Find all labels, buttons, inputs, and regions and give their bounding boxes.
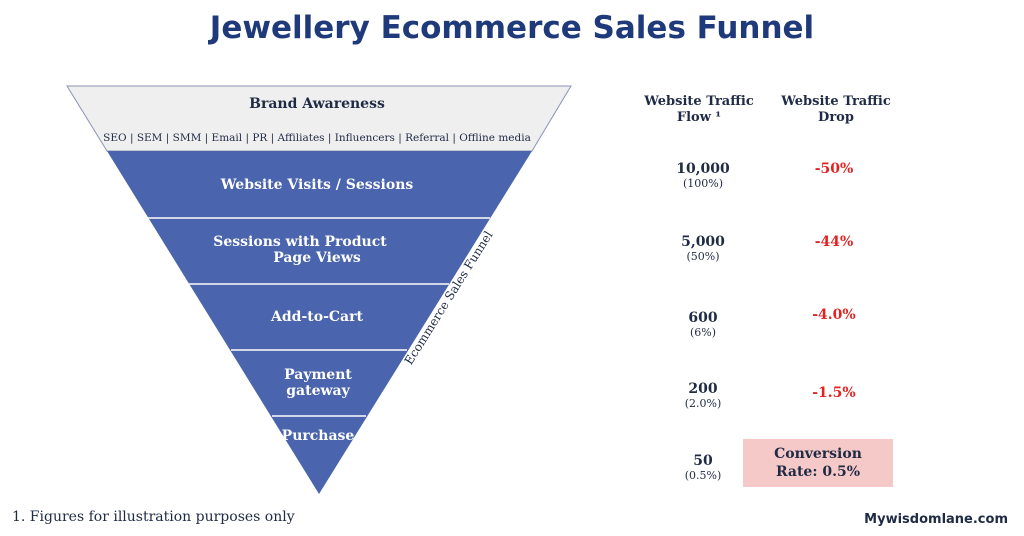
traffic-percent: (50%) bbox=[686, 250, 720, 263]
traffic-count: 200 bbox=[688, 381, 718, 397]
traffic-drop: -1.5% bbox=[812, 385, 856, 401]
funnel-stage-label: gateway bbox=[286, 383, 350, 399]
funnel-stage-label: Page Views bbox=[273, 250, 361, 266]
traffic-flow-header-line2: Flow ¹ bbox=[676, 110, 722, 125]
conversion-label: Conversion bbox=[774, 446, 862, 462]
funnel-top-label: Brand Awareness bbox=[249, 96, 385, 112]
traffic-count: 600 bbox=[688, 310, 718, 326]
traffic-drop: -44% bbox=[814, 234, 854, 250]
traffic-value: 200 (2.0%) bbox=[643, 381, 763, 410]
traffic-drop: -50% bbox=[814, 161, 854, 177]
funnel-stage-label: Sessions with Product bbox=[213, 234, 387, 250]
traffic-drop-header-line2: Drop bbox=[818, 110, 854, 125]
traffic-count: 10,000 bbox=[676, 161, 730, 177]
funnel-stage-label: Payment bbox=[284, 367, 352, 383]
traffic-value: 5,000 (50%) bbox=[643, 234, 763, 263]
funnel-stage-label: Website Visits / Sessions bbox=[220, 177, 414, 193]
footnote: 1. Figures for illustration purposes onl… bbox=[12, 509, 295, 525]
traffic-flow-header: Website Traffic Flow ¹ bbox=[629, 94, 769, 126]
traffic-percent: (0.5%) bbox=[684, 469, 722, 482]
conversion-value: Rate: 0.5% bbox=[775, 464, 861, 480]
brand-label: Mywisdomlane.com bbox=[864, 512, 1008, 527]
conversion-rate-box: Conversion Rate: 0.5% bbox=[743, 439, 893, 487]
traffic-count: 50 bbox=[693, 453, 713, 469]
traffic-percent: (2.0%) bbox=[684, 397, 722, 410]
traffic-value: 50 (0.5%) bbox=[643, 453, 763, 482]
traffic-drop-header-line1: Website Traffic bbox=[781, 94, 891, 109]
traffic-value: 10,000 (100%) bbox=[643, 161, 763, 190]
traffic-value: 600 (6%) bbox=[643, 310, 763, 339]
funnel-stage-label: Purchase bbox=[282, 428, 355, 444]
traffic-drop-header: Website Traffic Drop bbox=[766, 94, 906, 126]
traffic-percent: (100%) bbox=[682, 177, 724, 190]
traffic-flow-header-line1: Website Traffic bbox=[644, 94, 754, 109]
page-title: Jewellery Ecommerce Sales Funnel bbox=[209, 10, 815, 46]
funnel-stage-label: Add-to-Cart bbox=[270, 309, 363, 325]
traffic-drop: -4.0% bbox=[812, 307, 856, 323]
funnel-top-channels: SEO | SEM | SMM | Email | PR | Affiliate… bbox=[103, 132, 531, 145]
funnel-body bbox=[107, 151, 532, 494]
traffic-percent: (6%) bbox=[689, 326, 717, 339]
traffic-count: 5,000 bbox=[681, 234, 725, 250]
